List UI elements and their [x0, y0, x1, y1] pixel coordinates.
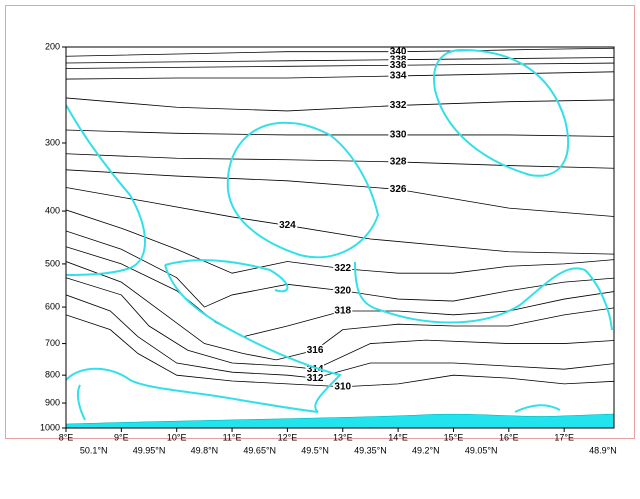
x-tick-label: 17°E: [554, 432, 574, 442]
isentrope: [66, 57, 614, 64]
contour-label: 330: [390, 130, 407, 141]
x-tick-label: 11°E: [223, 432, 242, 442]
cloud-boundary: [66, 104, 146, 276]
x-tick-label: 9°E: [114, 432, 129, 442]
contour-label: 324: [279, 220, 296, 231]
contour-label: 310: [334, 381, 351, 392]
y-tick-label: 300: [45, 137, 60, 147]
y-tick-label: 600: [45, 301, 60, 311]
isentrope: [66, 261, 614, 361]
isentrope: [66, 153, 614, 169]
x-tick-label: 10°E: [167, 432, 187, 442]
cloud-boundary: [354, 261, 613, 331]
isentrope: [66, 47, 614, 57]
x-tick-label: 13°E: [333, 432, 353, 442]
x-tick-label: 8°E: [59, 432, 74, 442]
x-tick-label: 15°E: [444, 432, 464, 442]
cloud-boundary: [66, 367, 561, 421]
y-tick-label: 500: [45, 258, 60, 268]
contour-label: 338: [390, 54, 407, 65]
cloud-boundaries: [66, 48, 613, 421]
x-tick-label: 14°E: [388, 432, 408, 442]
isentrope: [66, 97, 614, 112]
isentrope: [66, 71, 614, 80]
contour-label: 334: [390, 71, 407, 82]
terrain: [65, 413, 615, 429]
isentrope: [66, 314, 614, 388]
contour-label: 336: [390, 60, 407, 71]
contour-label: 322: [334, 263, 351, 274]
x2-tick-label: 49.35°N: [354, 445, 387, 455]
isentrope: [66, 277, 614, 370]
x2-tick-label: 48.9°N: [589, 445, 617, 455]
contour-label: 340: [390, 46, 407, 57]
isentrope: [66, 209, 614, 274]
x2-tick-label: 49.2°N: [412, 445, 440, 455]
y-tick-label: 200: [45, 41, 60, 51]
y-tick-label: 1000: [40, 422, 60, 432]
y-tick-label: 400: [45, 205, 60, 215]
isentrope: [66, 169, 614, 217]
contour-label: 312: [307, 373, 324, 384]
cloud-boundary: [433, 48, 570, 177]
x2-tick-label: 49.65°N: [243, 445, 276, 455]
x2-tick-label: 50.1°N: [80, 445, 108, 455]
contour-label: 332: [390, 100, 407, 111]
isentrope: [66, 187, 614, 255]
x-tick-label: 12°E: [278, 432, 298, 442]
x-tick-label: 16°E: [499, 432, 519, 442]
contour-label: 318: [334, 306, 351, 317]
contour-label: 320: [334, 285, 351, 296]
x2-tick-label: 49.05°N: [465, 445, 498, 455]
cloud-boundary: [226, 121, 380, 259]
y-tick-label: 900: [45, 397, 60, 407]
isentrope: [66, 294, 614, 379]
contour-label: 316: [307, 345, 324, 356]
frame: [5, 5, 635, 439]
x2-tick-label: 49.8°N: [191, 445, 219, 455]
cloud-boundary: [164, 259, 342, 413]
contour-label: 326: [390, 184, 407, 195]
plot-frame: [65, 46, 615, 429]
x2-tick-label: 49.5°N: [301, 445, 329, 455]
contour-label: 328: [390, 157, 407, 168]
isentrope: [66, 129, 614, 137]
y-tick-label: 800: [45, 370, 60, 380]
isentrope: [66, 62, 614, 69]
isentrope: [66, 246, 614, 338]
x2-tick-label: 49.95°N: [133, 445, 166, 455]
y-tick-label: 700: [45, 338, 60, 348]
